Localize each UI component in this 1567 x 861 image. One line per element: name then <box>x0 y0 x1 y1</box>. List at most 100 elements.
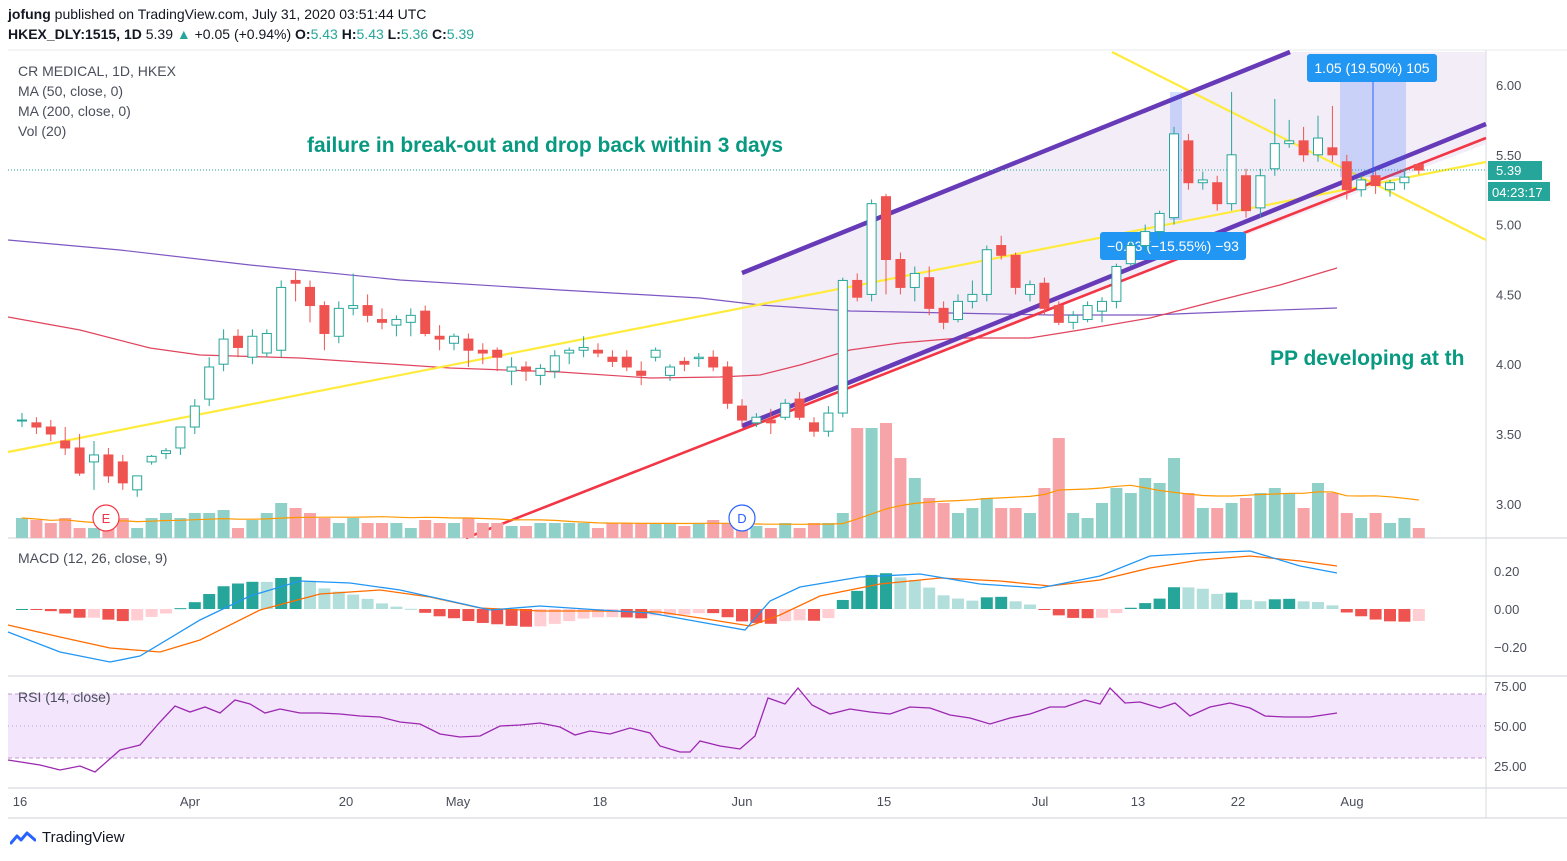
volume-bar <box>649 523 662 538</box>
macd-histogram-bar <box>376 603 388 609</box>
macd-histogram-bar <box>1168 587 1180 609</box>
macd-histogram-bar <box>1240 599 1252 609</box>
time-axis[interactable]: 16 Apr 20 May 18 Jun 15 Jul 13 22 Aug <box>13 794 1364 809</box>
candle-body <box>665 366 675 376</box>
volume-bar <box>635 523 648 538</box>
countdown-bg <box>1488 182 1550 201</box>
volume-bar <box>217 510 230 538</box>
time-tick: Apr <box>180 794 201 809</box>
macd-histogram-bar <box>174 608 187 610</box>
volume-bar <box>275 503 288 538</box>
macd-histogram-bar <box>462 609 475 622</box>
macd-histogram-bar <box>1297 601 1310 609</box>
published-text: published on TradingView.com, July 31, 2… <box>54 6 427 22</box>
candle-body <box>1241 175 1251 212</box>
macd-signal-line <box>7 555 1338 653</box>
macd-histogram-bar <box>606 609 619 618</box>
macd-histogram-bar <box>217 586 230 609</box>
candle-body <box>204 366 215 400</box>
macd-histogram-bar <box>692 609 705 614</box>
price-tick: 6.00 <box>1496 78 1521 93</box>
volume-bar <box>707 520 720 538</box>
candle-body <box>909 272 920 288</box>
time-tick: May <box>446 794 471 809</box>
volume-bar <box>577 523 590 538</box>
macd-histogram-bar <box>30 609 43 610</box>
candle-body <box>837 279 848 414</box>
macd-histogram-bar <box>73 609 86 618</box>
volume-bar <box>160 513 172 538</box>
volume-bar <box>1355 518 1368 538</box>
macd-histogram-bar <box>548 609 561 624</box>
candle-body <box>650 349 661 358</box>
main-note: failure in break-out and drop back withi… <box>307 134 783 157</box>
change: +0.05 (+0.94%) <box>194 26 292 42</box>
volume-bar <box>491 523 504 538</box>
candle-body <box>305 286 315 307</box>
candle-body <box>506 366 517 372</box>
macd-histogram-bar <box>361 598 374 609</box>
macd-histogram-bar <box>880 573 892 609</box>
candle-body <box>1399 176 1410 184</box>
price-axis[interactable]: 6.00 5.50 5.00 4.50 4.00 3.50 3.00 0.20 0.00 −0.2… <box>1494 78 1527 774</box>
macd-histogram-bar <box>1182 587 1195 609</box>
candle-body <box>737 405 747 421</box>
price-tag-bg <box>1488 161 1542 180</box>
volume-bar <box>462 518 475 538</box>
dividend-marker[interactable] <box>728 504 756 532</box>
candle-body <box>636 370 647 376</box>
measure-up-label: 1.05 (19.50%) 105 <box>1314 60 1429 76</box>
candle-body <box>1341 161 1352 191</box>
macd-histogram-bar <box>448 609 460 619</box>
candle-body <box>1053 305 1064 323</box>
macd-histogram-bar <box>851 590 864 609</box>
candle-body <box>434 335 445 340</box>
macd-histogram-bar <box>1225 592 1238 609</box>
legend-rsi: RSI (14, close) <box>18 689 111 705</box>
macd-histogram-bar <box>1196 588 1209 609</box>
volume-bar <box>1225 503 1238 538</box>
price-tick: 3.00 <box>1496 497 1521 512</box>
symbol: HKEX_DLY:1515, 1D <box>8 26 142 42</box>
candle-body <box>521 366 531 372</box>
volume-bar <box>1384 523 1396 538</box>
macd-histogram-bar <box>419 609 432 613</box>
volume-bar <box>505 526 518 538</box>
volume-bar <box>88 528 100 538</box>
earnings-marker[interactable] <box>92 504 120 532</box>
macd-histogram-bar <box>894 577 907 609</box>
volume-bar <box>476 523 489 538</box>
volume-bar <box>1340 513 1353 538</box>
time-tick: 13 <box>1131 794 1145 809</box>
candle-body <box>1068 314 1079 323</box>
candle-body <box>1111 265 1122 302</box>
legend-vol: Vol (20) <box>18 123 66 139</box>
macd-histogram-bar <box>347 594 360 609</box>
macd-histogram-bar <box>505 609 518 626</box>
candle-body <box>1212 182 1223 205</box>
volume-bar <box>721 523 734 538</box>
volume-bar <box>1168 458 1180 538</box>
volume-bar <box>1326 493 1339 538</box>
candle-body <box>132 475 143 491</box>
time-tick: Jun <box>732 794 753 809</box>
macd-histogram-bar <box>1312 601 1324 609</box>
h-label: H: <box>341 26 357 42</box>
candle-body <box>1039 282 1050 309</box>
macd-histogram-bar <box>491 609 504 625</box>
candle-body <box>1298 140 1309 156</box>
macd-histogram-bar <box>304 580 316 609</box>
macd-histogram-bar <box>1024 604 1036 609</box>
candle-body <box>722 366 733 404</box>
publish-line: jofung published on TradingView.com, Jul… <box>8 6 426 22</box>
volume-bar <box>908 478 921 538</box>
candle-body <box>593 349 603 354</box>
macd-histogram-bar <box>44 609 57 612</box>
time-tick: 22 <box>1231 794 1245 809</box>
volume-bar <box>952 513 964 538</box>
volume-bar <box>174 518 187 538</box>
volume-bar <box>865 428 878 538</box>
candle-body <box>751 416 762 424</box>
volume-bar <box>851 428 864 538</box>
